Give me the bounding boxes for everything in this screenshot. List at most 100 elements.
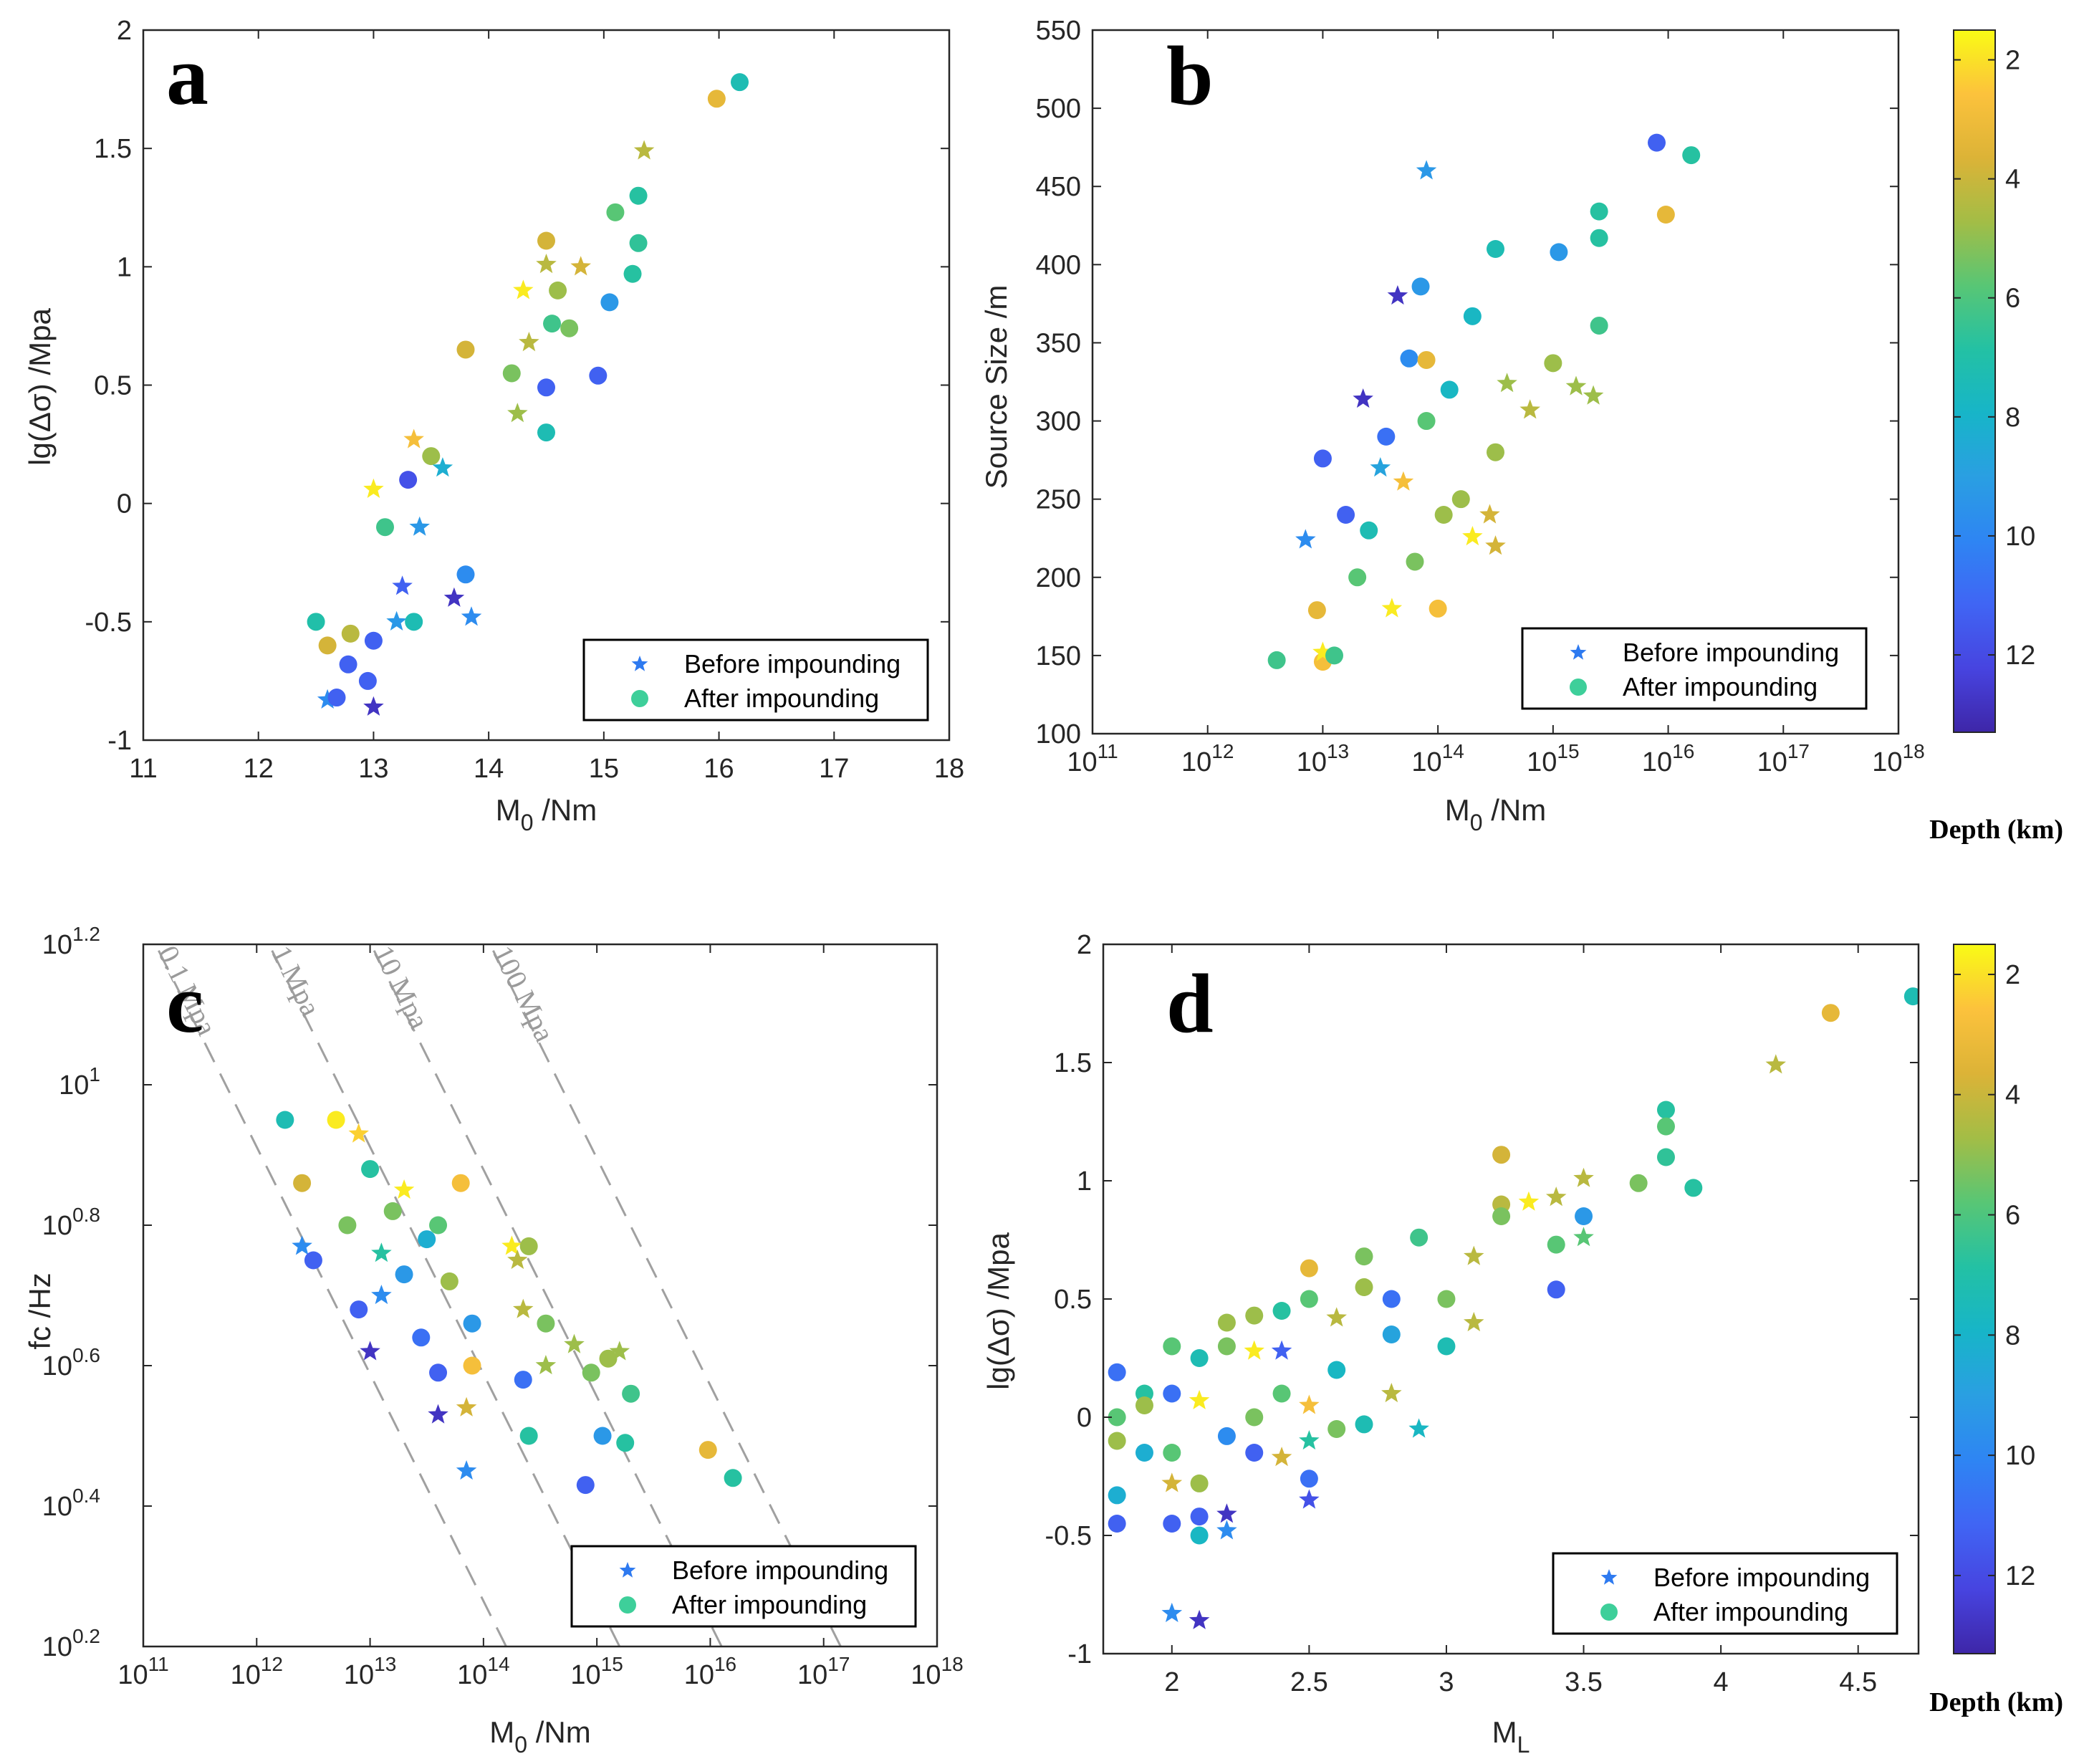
data-point-circle	[519, 1427, 538, 1445]
data-points	[307, 73, 749, 716]
data-point-circle	[456, 340, 475, 359]
data-point-circle	[622, 1384, 640, 1403]
y-tick-label: 450	[1036, 172, 1081, 202]
colorbar-tick-label: 8	[2005, 1320, 2020, 1351]
data-point-circle	[327, 689, 346, 707]
data-point-circle	[1544, 354, 1562, 373]
y-tick-label: 2	[1077, 930, 1092, 960]
data-point-star	[403, 428, 424, 449]
data-point-circle	[1437, 1337, 1456, 1356]
data-point-circle	[1821, 1004, 1840, 1022]
y-tick-label: 250	[1036, 485, 1081, 515]
data-point-circle	[1272, 1384, 1291, 1403]
x-axis-label-subscript: 0	[514, 1732, 527, 1758]
data-point-star	[317, 689, 338, 709]
data-point-circle	[1327, 1420, 1346, 1438]
data-point-star	[535, 1355, 557, 1375]
data-point-star	[1271, 1340, 1292, 1360]
data-point-star	[1519, 399, 1540, 419]
panel-b: 1011 1012 1013 1014 1015 1016 1017 101810015020…	[979, 16, 1925, 835]
data-point-circle	[412, 1328, 431, 1347]
x-axis-label-unit: /Nm	[1483, 793, 1547, 827]
data-point-circle	[451, 1174, 470, 1192]
x-tick-label: 1013	[344, 1653, 396, 1690]
x-tick-exponent: 15	[1557, 740, 1579, 762]
x-tick-base: 10	[1067, 747, 1097, 777]
data-point-circle	[537, 231, 555, 250]
data-point-circle	[422, 447, 441, 466]
y-tick-label: 1	[1077, 1166, 1092, 1197]
legend-circle-marker	[1570, 679, 1587, 696]
x-tick-base: 10	[1642, 747, 1672, 777]
data-point-star	[432, 457, 453, 477]
data-point-circle	[1163, 1515, 1181, 1533]
data-points	[1108, 987, 1919, 1629]
x-tick-label: 1014	[1411, 740, 1464, 777]
data-point-star	[1189, 1609, 1210, 1629]
data-point-circle	[1550, 243, 1568, 262]
x-tick-base: 10	[797, 1660, 827, 1690]
data-point-circle	[1487, 240, 1504, 259]
x-tick-base: 10	[1181, 747, 1211, 777]
data-point-circle	[537, 1314, 555, 1333]
x-tick-base: 10	[117, 1660, 148, 1690]
x-tick-label: 1012	[1181, 740, 1234, 777]
data-point-circle	[1108, 1408, 1126, 1427]
x-tick-exponent: 18	[1903, 740, 1925, 762]
data-point-circle	[1245, 1444, 1264, 1462]
x-tick-label: 1011	[117, 1653, 168, 1690]
data-point-circle	[537, 423, 555, 442]
data-point-circle	[1492, 1207, 1511, 1225]
x-tick-exponent: 13	[374, 1653, 396, 1675]
data-point-star	[536, 254, 557, 274]
data-point-circle	[1590, 316, 1608, 335]
data-point-star	[1299, 1489, 1320, 1509]
data-point-circle	[293, 1174, 312, 1192]
data-point-circle	[1190, 1507, 1209, 1526]
y-tick-label: -1	[1067, 1639, 1092, 1669]
colorbar-tick-label: 6	[2005, 284, 2020, 314]
plot-frame	[1091, 29, 1900, 735]
data-point-circle	[383, 1202, 402, 1220]
colorbar-tick-label: 10	[2005, 522, 2035, 552]
data-point-circle	[1217, 1313, 1236, 1332]
legend-star-marker	[1600, 1569, 1618, 1585]
legend: Before impounding After impounding	[1552, 1552, 1898, 1635]
data-point-circle	[1163, 1384, 1181, 1403]
data-point-circle	[440, 1272, 458, 1290]
data-point-circle	[600, 293, 619, 312]
data-point-circle	[418, 1230, 436, 1249]
y-tick-label: 500	[1036, 94, 1081, 124]
data-point-circle	[1108, 1486, 1126, 1505]
data-point-circle	[350, 1300, 368, 1319]
data-point-star	[1464, 1312, 1484, 1332]
panel-letter: b	[1166, 29, 1214, 123]
y-tick-base: 10	[42, 930, 72, 960]
data-point-star	[348, 1123, 369, 1143]
data-point-star	[360, 1341, 380, 1361]
x-tick-base: 10	[1527, 747, 1557, 777]
data-point-circle	[318, 636, 337, 655]
y-tick-label: 0	[117, 489, 132, 519]
data-point-star	[456, 1396, 477, 1417]
y-tick-label: 0	[1077, 1403, 1092, 1433]
x-tick-exponent: 12	[261, 1653, 283, 1675]
x-axis-label: M0 /Nm	[489, 1715, 590, 1758]
data-point-circle	[276, 1111, 294, 1129]
data-point-circle	[1429, 599, 1447, 618]
data-point-circle	[1190, 1349, 1209, 1367]
data-point-star	[409, 516, 430, 536]
x-tick-label: 2.5	[1290, 1667, 1328, 1697]
legend-star-marker	[1570, 644, 1587, 660]
data-point-circle	[1684, 1179, 1703, 1197]
data-point-star	[1299, 1394, 1320, 1414]
data-point-star	[1312, 641, 1333, 661]
plot-frame	[142, 943, 938, 1648]
x-tick-label: 1015	[1527, 740, 1579, 777]
data-point-circle	[1300, 1259, 1318, 1278]
legend-circle-marker	[619, 1596, 636, 1614]
x-axis-label-main: M	[1492, 1715, 1517, 1749]
x-tick-label: 16	[704, 754, 734, 784]
y-axis-label: fc /Hz	[23, 1272, 57, 1349]
data-point-circle	[1451, 490, 1470, 509]
